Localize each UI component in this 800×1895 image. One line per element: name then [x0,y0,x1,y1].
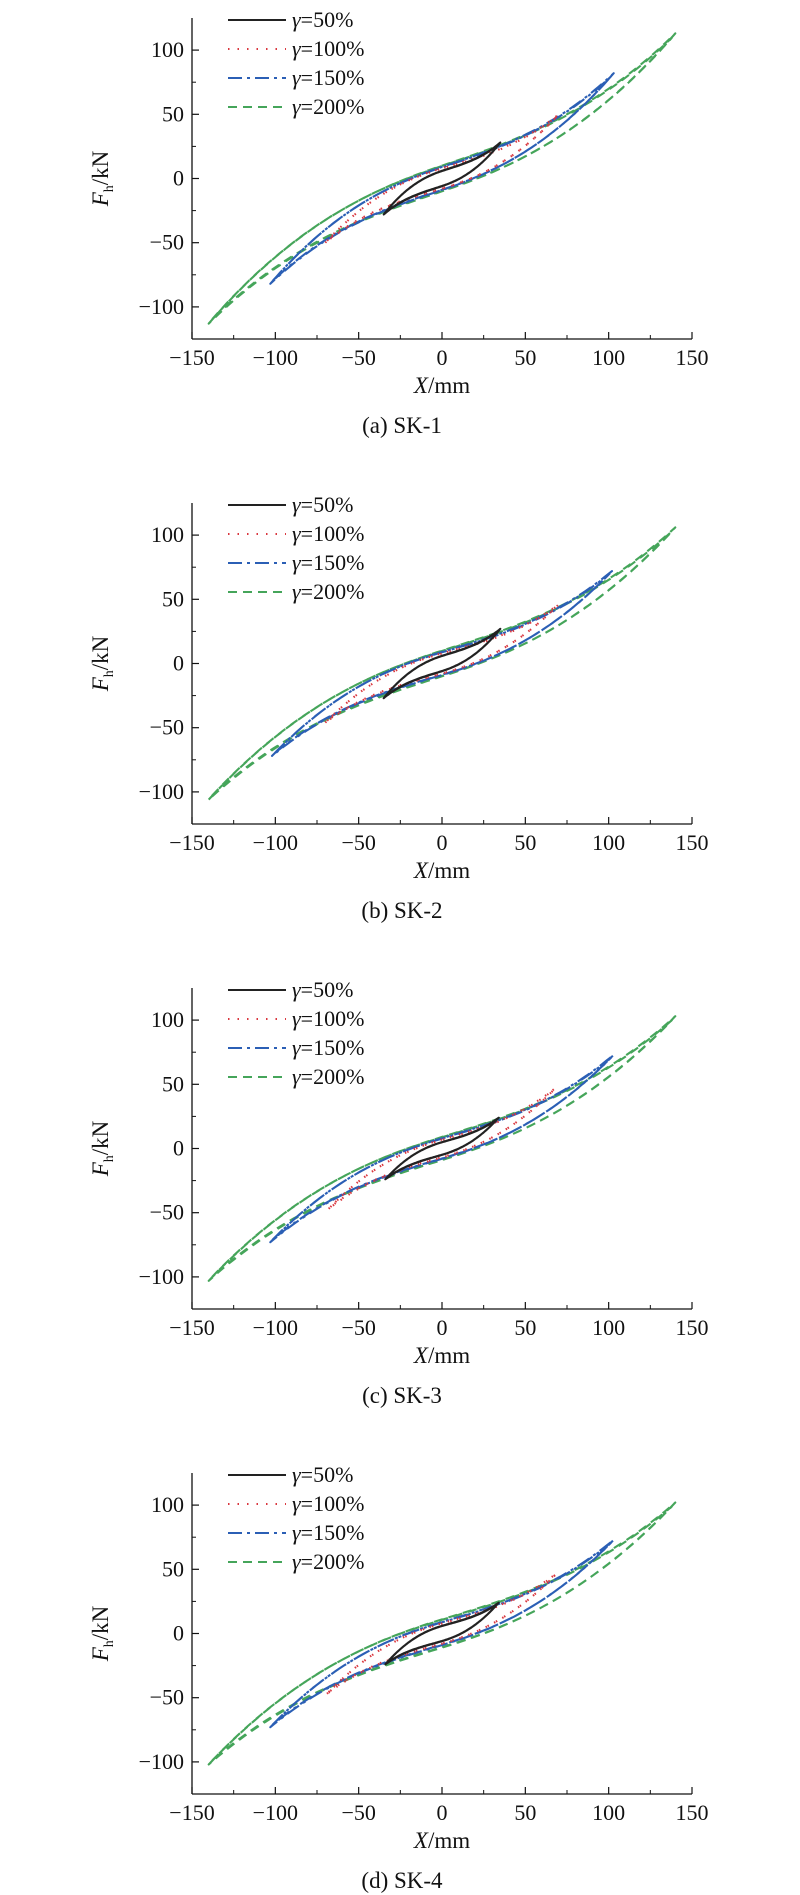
y-tick-label: 100 [151,1492,184,1517]
x-tick-label: 150 [676,345,709,370]
series-line [382,141,502,216]
series-line [207,526,677,801]
y-tick-label: 50 [162,1071,184,1096]
y-tick-label: −50 [150,1685,184,1710]
series-line [327,1087,557,1210]
y-axis-label: Fh/kN [88,1120,117,1177]
legend-label: γ=150% [292,550,364,575]
y-axis-label: Fh/kN [88,150,117,207]
y-tick-label: 0 [173,1621,184,1646]
series-line [382,627,502,700]
x-tick-label: 50 [514,1800,536,1825]
legend-label: γ=50% [292,977,353,1002]
series-line [384,1601,500,1666]
x-tick-label: 0 [437,1315,448,1340]
x-tick-label: 50 [514,345,536,370]
x-tick-label: 150 [676,1315,709,1340]
y-tick-label: 0 [173,651,184,676]
series-line [324,603,560,724]
legend-label: γ=50% [292,492,353,517]
y-tick-label: 100 [151,522,184,547]
y-tick-label: 0 [173,166,184,191]
legend-label: γ=200% [292,579,364,604]
y-tick-label: −100 [139,294,184,319]
panel-caption: (c) SK-3 [362,1383,442,1408]
y-tick-label: −50 [150,230,184,255]
series-line [207,1015,677,1282]
panel-caption: (a) SK-1 [362,413,442,438]
y-axis-label: Fh/kN [88,1605,117,1662]
y-tick-label: 100 [151,37,184,62]
y-tick-label: −50 [150,1200,184,1225]
legend-label: γ=200% [292,1549,364,1574]
x-tick-label: 100 [592,1800,625,1825]
legend-label: γ=100% [292,36,364,61]
x-tick-label: −100 [253,1800,298,1825]
x-tick-label: 100 [592,830,625,855]
x-tick-label: −50 [341,345,375,370]
x-tick-label: −150 [169,1315,214,1340]
x-tick-label: −50 [341,1800,375,1825]
legend-label: γ=100% [292,1006,364,1031]
series-line [384,1116,500,1181]
series-line [325,1572,559,1695]
panel-caption: (d) SK-4 [361,1868,443,1893]
x-tick-label: 50 [514,830,536,855]
y-tick-label: 50 [162,1556,184,1581]
x-axis-label: X/mm [413,858,470,883]
series-line [207,32,677,325]
x-tick-label: −150 [169,1800,214,1825]
y-axis-label: Fh/kN [88,635,117,692]
x-tick-label: −100 [253,830,298,855]
legend-label: γ=150% [292,1520,364,1545]
x-tick-label: −50 [341,1315,375,1340]
x-tick-label: 0 [437,345,448,370]
y-tick-label: −50 [150,715,184,740]
panel-caption: (b) SK-2 [361,898,442,923]
y-tick-label: 0 [173,1136,184,1161]
x-axis-label: X/mm [413,1828,470,1853]
legend-label: γ=200% [292,1064,364,1089]
x-tick-label: 100 [592,345,625,370]
chart-panel: −150 −100 −50 0 50 100 150 −100 −50 0 50 100 X/mm Fh/… [88,1462,709,1893]
y-tick-label: −100 [139,1264,184,1289]
chart-panel: −150 −100 −50 0 50 100 150 −100 −50 0 50 100 X/mm Fh/… [88,492,709,923]
x-axis-label: X/mm [413,1343,470,1368]
legend-label: γ=100% [292,521,364,546]
legend-label: γ=50% [292,1462,353,1487]
x-tick-label: 150 [676,1800,709,1825]
x-tick-label: −150 [169,345,214,370]
x-tick-label: 0 [437,1800,448,1825]
series-line [269,1538,615,1729]
y-tick-label: 50 [162,586,184,611]
series-line [270,570,614,757]
y-tick-label: −100 [139,1749,184,1774]
x-tick-label: 0 [437,830,448,855]
x-tick-label: 150 [676,830,709,855]
y-tick-label: 100 [151,1007,184,1032]
legend-label: γ=50% [292,7,353,32]
x-tick-label: 50 [514,1315,536,1340]
y-tick-label: 50 [162,101,184,126]
legend-label: γ=150% [292,1035,364,1060]
x-axis-label: X/mm [413,373,470,398]
legend-label: γ=150% [292,65,364,90]
x-tick-label: −100 [253,1315,298,1340]
chart-panel: −150 −100 −50 0 50 100 150 −100 −50 0 50 100 X/mm Fh/… [88,7,709,438]
x-tick-label: −50 [341,830,375,855]
x-tick-label: 100 [592,1315,625,1340]
legend-label: γ=200% [292,94,364,119]
series-line [269,72,615,285]
series-line [324,113,560,244]
chart-panel: −150 −100 −50 0 50 100 150 −100 −50 0 50 100 X/mm Fh/… [88,977,709,1408]
legend-label: γ=100% [292,1491,364,1516]
y-tick-label: −100 [139,779,184,804]
series-line [207,1501,677,1766]
x-tick-label: −150 [169,830,214,855]
x-tick-label: −100 [253,345,298,370]
